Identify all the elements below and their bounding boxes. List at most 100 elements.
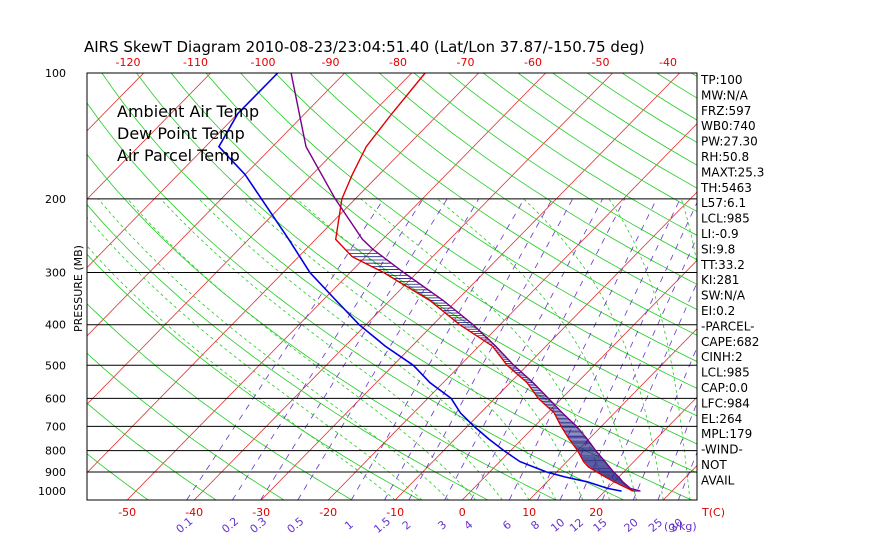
background-guide-lines — [0, 73, 697, 500]
stat-line: TT:33.2 — [700, 258, 745, 272]
pressure-tick-label: 800 — [45, 445, 66, 458]
dry-adiabat-line — [0, 73, 80, 500]
stat-line: LI:-0.9 — [701, 227, 739, 241]
isotherm-line — [87, 73, 278, 269]
profile-series — [217, 73, 641, 492]
dry-adiabat-line — [483, 73, 697, 213]
temp-bottom-tick-label: -50 — [118, 506, 136, 519]
mixing-ratio-tick-label: 0.5 — [285, 515, 307, 536]
isotherm-line — [87, 73, 211, 200]
ambient-temp-line — [334, 73, 634, 492]
mixing-ratio-line — [559, 201, 697, 500]
mixing-ratio-tick-label: 25 — [646, 516, 665, 535]
dry-adiabat-line — [87, 453, 149, 500]
isotherm-line — [528, 328, 697, 500]
temp-top-tick-label: -60 — [524, 56, 542, 69]
pressure-tick-label: 500 — [45, 359, 66, 372]
mixing-ratio-tick-label: 3 — [435, 518, 449, 532]
stat-line: NOT — [701, 458, 727, 472]
temp-top-tick-label: -120 — [116, 56, 141, 69]
isotherm-line — [662, 464, 697, 500]
pressure-tick-label: 200 — [45, 193, 66, 206]
dry-adiabat-line — [656, 73, 697, 99]
stat-line: EI:0.2 — [701, 304, 735, 318]
dry-adiabat-line — [101, 73, 692, 500]
dry-adiabat-line — [240, 73, 697, 389]
temp-axis-label: T(C) — [701, 506, 725, 519]
mixing-ratio-line — [444, 198, 603, 500]
dry-adiabat-line — [87, 102, 624, 500]
mixing-ratio-line — [350, 198, 525, 500]
mixing-ratio-tick-label: 4 — [462, 518, 476, 532]
dry-adiabat-line — [0, 73, 12, 500]
stat-line: CAPE:682 — [701, 335, 759, 349]
mixing-ratio-line — [470, 198, 625, 500]
mixing-ratio-unit-label: (g/kg) — [664, 520, 697, 533]
pressure-tick-label: 400 — [45, 319, 66, 332]
temp-top-tick-label: -100 — [251, 56, 276, 69]
mixing-ratio-tick-label: 2 — [400, 518, 414, 532]
dry-adiabat-line — [413, 73, 697, 261]
moist-adiabat-line — [360, 198, 610, 500]
moist-adiabat-line — [97, 198, 450, 500]
isotherm-line — [87, 73, 345, 337]
isobar-lines — [87, 198, 697, 473]
mixing-ratio-line — [297, 198, 480, 500]
stat-line: TP:100 — [700, 73, 743, 87]
cape-cin-hatch — [345, 249, 641, 492]
stat-line: KI:281 — [701, 273, 739, 287]
stat-line: LFC:984 — [701, 396, 750, 410]
temp-bottom-tick-label: -40 — [185, 506, 203, 519]
dry-adiabat-line — [87, 303, 353, 500]
moist-adiabat-line — [436, 198, 637, 500]
mixing-ratio-tick-label: 0.2 — [219, 515, 241, 536]
plot-frame — [86, 72, 698, 501]
dry-adiabat-line — [309, 73, 697, 336]
chart-title: AIRS SkewT Diagram 2010-08-23/23:04:51.4… — [84, 38, 645, 56]
temp-bottom-tick-label: -10 — [386, 506, 404, 519]
stat-line: RH:50.8 — [701, 150, 749, 164]
temp-bottom-tick-label: 20 — [589, 506, 603, 519]
mixing-ratio-tick-label: 8 — [528, 518, 542, 532]
dry-adiabat-line — [344, 73, 697, 311]
dry-adiabat-line — [275, 73, 697, 362]
dry-adiabat-line — [87, 153, 557, 500]
pressure-tick-label: 600 — [45, 392, 66, 405]
isotherm-line — [595, 396, 697, 500]
stat-line: MW:N/A — [701, 88, 749, 102]
legend-ambient: Ambient Air Temp — [117, 102, 259, 121]
mixing-ratio-tick-label: 6 — [500, 518, 514, 532]
temp-top-tick-label: -70 — [457, 56, 475, 69]
stat-line: LCL:985 — [701, 366, 750, 380]
stat-line: LCL:985 — [701, 212, 750, 226]
temp-top-tick-label: -40 — [659, 56, 677, 69]
isotherm-line — [260, 73, 680, 500]
temp-top-tick-label: -80 — [389, 56, 407, 69]
mixing-ratio-line — [384, 198, 553, 500]
stat-line: SW:N/A — [701, 289, 746, 303]
isotherm-line — [193, 73, 613, 500]
pressure-tick-label: 700 — [45, 420, 66, 433]
legend: Ambient Air Temp Dew Point Temp Air Parc… — [117, 102, 259, 165]
mixing-ratio-line — [232, 198, 424, 500]
isotherm-line — [87, 73, 412, 405]
mixing-ratio-line — [408, 198, 574, 500]
isotherm-line — [87, 73, 479, 474]
mixing-ratio-tick-label: 1 — [342, 518, 356, 532]
isotherm-line — [126, 73, 546, 500]
isotherm-line — [0, 73, 10, 500]
dry-adiabat-line — [136, 73, 697, 474]
legend-dewpoint: Dew Point Temp — [117, 124, 245, 143]
stat-line: CAP:0.0 — [701, 381, 748, 395]
isotherm-line — [0, 73, 77, 500]
pressure-tick-label: 100 — [45, 67, 66, 80]
stat-line: WB0:740 — [701, 119, 756, 133]
stat-line: PW:27.30 — [701, 135, 758, 149]
pressure-tick-label: 1000 — [38, 485, 66, 498]
stat-line: MAXT:25.3 — [701, 165, 764, 179]
stat-line: EL:264 — [701, 412, 742, 426]
stat-line: -WIND- — [701, 443, 743, 457]
moist-adiabat-line — [87, 245, 396, 500]
